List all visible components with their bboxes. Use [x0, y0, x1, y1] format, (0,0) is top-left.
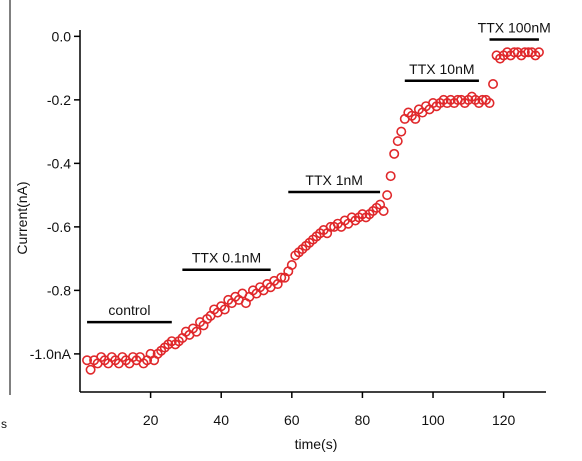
- data-point: [396, 126, 407, 137]
- data-point: [389, 148, 400, 159]
- y-tick-label: -0.6: [47, 219, 71, 235]
- annotation-label: TTX 100nM: [478, 20, 551, 36]
- annotations: control TTX 0.1nM TTX 1nM TTX 10nM TTX 100nM: [87, 20, 551, 324]
- y-tick-label: -0.8: [47, 282, 71, 298]
- data-point: [385, 171, 396, 182]
- y-tick-label: -0.4: [47, 155, 71, 171]
- data-point: [533, 47, 544, 58]
- data-point: [410, 113, 421, 124]
- y-tick-label: -1.0nA: [30, 346, 72, 362]
- x-tick-label: 60: [284, 412, 300, 428]
- annotation-label: TTX 0.1nM: [192, 250, 261, 266]
- annotation-label: control: [108, 302, 150, 318]
- data-point: [219, 304, 230, 315]
- data-point: [276, 272, 287, 283]
- annotation-label: TTX 10nM: [409, 61, 474, 77]
- annotation-label: TTX 1nM: [305, 172, 363, 188]
- data-point: [191, 326, 202, 337]
- data-points: [82, 47, 544, 375]
- y-tick-label: 0.0: [52, 28, 72, 44]
- y-tick-label: -0.2: [47, 92, 71, 108]
- data-point: [82, 355, 93, 366]
- stray-text: s: [1, 417, 7, 431]
- data-point: [382, 190, 393, 201]
- x-axis-title: time(s): [295, 436, 338, 452]
- y-axis-title: Current(nA): [14, 181, 30, 254]
- axes: 0.0 -0.2 -0.4 -0.6 -0.8 -1.0nA 20 40 60 80 100 120: [9, 0, 546, 428]
- data-point: [488, 78, 499, 89]
- x-tick-label: 120: [492, 412, 516, 428]
- data-point: [519, 47, 530, 58]
- data-point: [286, 259, 297, 270]
- data-point: [378, 206, 389, 217]
- x-tick-label: 80: [355, 412, 371, 428]
- data-point: [392, 136, 403, 147]
- data-point: [85, 364, 96, 375]
- x-tick-label: 40: [213, 412, 229, 428]
- x-tick-label: 100: [421, 412, 445, 428]
- x-tick-label: 20: [143, 412, 159, 428]
- data-point: [484, 98, 495, 109]
